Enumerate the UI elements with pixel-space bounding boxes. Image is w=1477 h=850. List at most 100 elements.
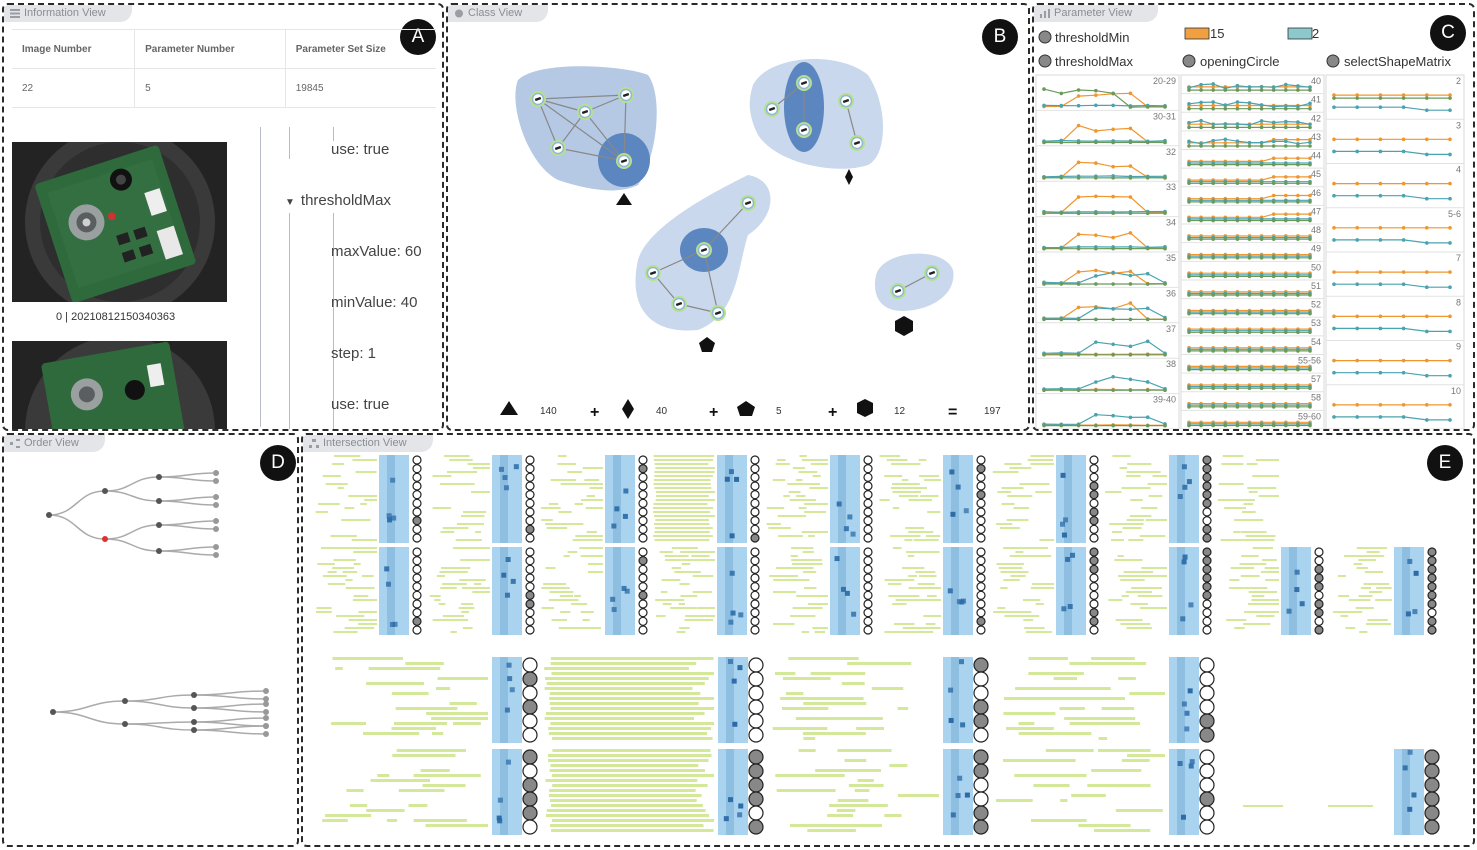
intersection-set-circle[interactable] — [525, 481, 535, 491]
class-node[interactable] — [890, 283, 906, 299]
intersection-set-circle[interactable] — [522, 819, 538, 835]
intersection-set-circle[interactable] — [638, 625, 648, 635]
intersection-set-circle[interactable] — [1427, 556, 1437, 566]
intersection-set-circle[interactable] — [1089, 490, 1099, 500]
intersection-set-circle[interactable] — [1089, 472, 1099, 482]
intersection-set-circle[interactable] — [525, 590, 535, 600]
intersection-set-circle[interactable] — [1314, 625, 1324, 635]
order-tree-node[interactable] — [263, 715, 269, 721]
order-tree-node[interactable] — [213, 544, 219, 550]
intersection-set-circle[interactable] — [863, 464, 873, 474]
intersection-set-circle[interactable] — [525, 507, 535, 517]
intersection-set-circle[interactable] — [638, 516, 648, 526]
intersection-set-circle[interactable] — [412, 524, 422, 534]
intersection-set-circle[interactable] — [1199, 685, 1215, 701]
class-node[interactable] — [550, 140, 566, 156]
intersection-set-circle[interactable] — [638, 472, 648, 482]
intersection-set-circle[interactable] — [750, 547, 760, 557]
class-node[interactable] — [740, 195, 756, 211]
order-tree-node[interactable] — [156, 522, 162, 528]
intersection-set-circle[interactable] — [638, 524, 648, 534]
intersection-set-circle[interactable] — [1314, 590, 1324, 600]
parameter-charts[interactable]: thresholdMin 15 2 thresholdMax openingCi… — [1034, 5, 1475, 431]
class-view-tab[interactable]: Class View — [448, 5, 549, 22]
intersection-set-circle[interactable] — [1427, 616, 1437, 626]
intersection-set-circle[interactable] — [412, 533, 422, 543]
intersection-set-circle[interactable] — [1202, 608, 1212, 618]
intersection-set-circle[interactable] — [1314, 616, 1324, 626]
intersection-set-circle[interactable] — [976, 582, 986, 592]
intersection-set-circle[interactable] — [973, 819, 989, 835]
intersection-set-circle[interactable] — [1089, 616, 1099, 626]
order-tree-node[interactable] — [263, 731, 269, 737]
intersection-set-circle[interactable] — [1202, 547, 1212, 557]
intersection-set-circle[interactable] — [1089, 608, 1099, 618]
order-tree[interactable] — [4, 435, 299, 847]
intersection-set-circle[interactable] — [1424, 777, 1440, 793]
information-view-tab[interactable]: Information View — [4, 5, 132, 22]
intersection-set-circle[interactable] — [412, 464, 422, 474]
intersection-set-circle[interactable] — [522, 727, 538, 743]
intersection-set-circle[interactable] — [1089, 547, 1099, 557]
intersection-set-circle[interactable] — [750, 507, 760, 517]
intersection-set-circle[interactable] — [1427, 573, 1437, 583]
intersection-set-circle[interactable] — [638, 464, 648, 474]
intersection-set-circle[interactable] — [412, 599, 422, 609]
class-graph[interactable]: 140 + 40 + 5 + 12 = 197 — [448, 5, 1030, 431]
order-tree-node[interactable] — [191, 692, 197, 698]
intersection-set-circle[interactable] — [525, 516, 535, 526]
intersection-set-circle[interactable] — [976, 599, 986, 609]
intersection-set-circle[interactable] — [973, 749, 989, 765]
intersection-set-circle[interactable] — [976, 590, 986, 600]
intersection-set-circle[interactable] — [1202, 507, 1212, 517]
intersection-set-circle[interactable] — [522, 763, 538, 779]
intersection-set-circle[interactable] — [525, 564, 535, 574]
intersection-set-circle[interactable] — [638, 533, 648, 543]
order-tree-node[interactable] — [102, 536, 108, 542]
order-tree-node[interactable] — [263, 709, 269, 715]
intersection-set-circle[interactable] — [638, 573, 648, 583]
intersection-set-circle[interactable] — [1202, 625, 1212, 635]
intersection-set-circle[interactable] — [750, 472, 760, 482]
order-tree-node[interactable] — [122, 721, 128, 727]
intersection-set-circle[interactable] — [412, 516, 422, 526]
order-tree-node[interactable] — [263, 723, 269, 729]
intersection-set-circle[interactable] — [750, 590, 760, 600]
intersection-set-circle[interactable] — [748, 763, 764, 779]
intersection-set-circle[interactable] — [748, 805, 764, 821]
intersection-set-circle[interactable] — [863, 556, 873, 566]
intersection-set-circle[interactable] — [1089, 573, 1099, 583]
image-thumbnail-2[interactable] — [12, 341, 227, 429]
intersection-set-circle[interactable] — [638, 599, 648, 609]
intersection-set-circle[interactable] — [638, 590, 648, 600]
intersection-set-circle[interactable] — [412, 573, 422, 583]
intersection-set-circle[interactable] — [525, 547, 535, 557]
intersection-set-circle[interactable] — [412, 547, 422, 557]
intersection-set-circle[interactable] — [976, 472, 986, 482]
order-tree-node[interactable] — [213, 518, 219, 524]
intersection-set-circle[interactable] — [863, 490, 873, 500]
class-node[interactable] — [616, 153, 632, 169]
intersection-set-circle[interactable] — [976, 524, 986, 534]
tree-node-use-1[interactable]: use: true — [331, 141, 390, 158]
intersection-set-circle[interactable] — [976, 547, 986, 557]
intersection-set-circle[interactable] — [863, 507, 873, 517]
order-tree-node[interactable] — [191, 727, 197, 733]
intersection-set-circle[interactable] — [412, 608, 422, 618]
intersection-set-circle[interactable] — [638, 490, 648, 500]
intersection-set-circle[interactable] — [973, 657, 989, 673]
intersection-set-circle[interactable] — [1202, 573, 1212, 583]
order-tree-node[interactable] — [156, 548, 162, 554]
intersection-set-circle[interactable] — [522, 657, 538, 673]
intersection-set-circle[interactable] — [522, 805, 538, 821]
intersection-set-circle[interactable] — [1202, 616, 1212, 626]
tree-node-step[interactable]: step: 1 — [331, 345, 377, 362]
order-view-tab[interactable]: Order View — [4, 435, 105, 452]
intersection-set-circle[interactable] — [863, 472, 873, 482]
intersection-set-circle[interactable] — [1202, 481, 1212, 491]
tree-node-use-2[interactable]: use: true — [331, 396, 390, 413]
intersection-set-circle[interactable] — [1314, 573, 1324, 583]
intersection-set-circle[interactable] — [750, 556, 760, 566]
order-tree-node[interactable] — [191, 705, 197, 711]
intersection-set-circle[interactable] — [973, 699, 989, 715]
